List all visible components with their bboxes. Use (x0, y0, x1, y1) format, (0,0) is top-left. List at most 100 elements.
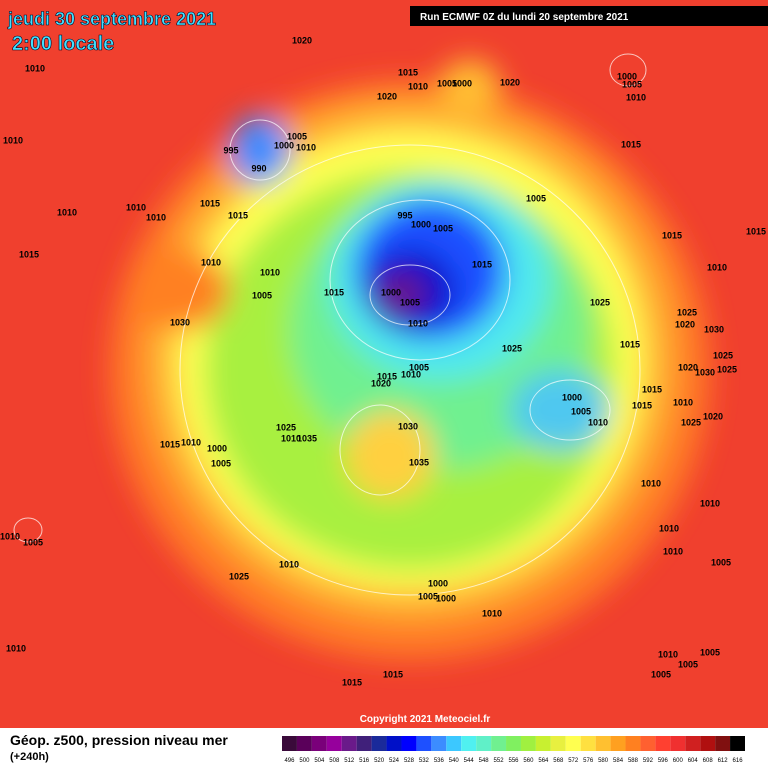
pressure-label: 1010 (260, 267, 280, 277)
scale-swatch (461, 736, 477, 751)
scale-label: 568 (553, 758, 564, 764)
scale-label: 500 (299, 758, 310, 764)
pressure-label: 1010 (482, 608, 502, 618)
pressure-label: 1010 (279, 559, 299, 569)
pressure-label: 1010 (25, 63, 45, 73)
pressure-label: 1010 (401, 369, 421, 379)
scale-swatch (506, 736, 521, 751)
pressure-label: 1005 (622, 79, 642, 89)
pressure-label: 1010 (658, 649, 678, 659)
pressure-label: 1025 (681, 417, 701, 427)
date-text: jeudi 30 septembre 2021 (7, 9, 216, 29)
pressure-label: 1010 (663, 546, 683, 556)
pressure-label: 1010 (0, 531, 20, 541)
pressure-label: 1000 (207, 443, 227, 453)
scale-swatch (565, 736, 581, 751)
pressure-label: 1020 (678, 362, 698, 372)
scale-label: 604 (688, 758, 699, 764)
scale-swatch (491, 736, 507, 751)
pressure-label: 1000 (428, 578, 448, 588)
pressure-label: 1015 (324, 287, 344, 297)
scale-label: 580 (598, 758, 609, 764)
pressure-label: 1010 (641, 478, 661, 488)
pressure-label: 1010 (673, 397, 693, 407)
scale-label: 528 (404, 758, 415, 764)
pressure-label: 1015 (377, 371, 397, 381)
pressure-label: 1015 (19, 249, 39, 259)
pressure-label: 1025 (229, 571, 249, 581)
pressure-label: 1005 (23, 537, 43, 547)
scale-swatch (326, 736, 342, 751)
scale-swatch (730, 736, 745, 751)
pressure-label: 990 (251, 163, 266, 173)
pressure-label: 1005 (287, 131, 307, 141)
scale-label: 616 (733, 758, 744, 764)
scale-label: 496 (284, 758, 295, 764)
color-scale: 496 500 504 508 512 516 520 524 528 532 536 540 544 5… (282, 736, 745, 764)
scale-swatch (715, 736, 731, 751)
scale-label: 504 (314, 758, 325, 764)
scale-swatch (416, 736, 432, 751)
pressure-label: 1005 (211, 458, 231, 468)
scale-label: 532 (419, 758, 430, 764)
scale-label: 556 (508, 758, 519, 764)
pressure-label: 1000 (436, 593, 456, 603)
pressure-label: 1005 (700, 647, 720, 657)
pressure-label: 1005 (678, 659, 698, 669)
pressure-label: 1000 (562, 392, 582, 402)
pressure-label: 1000 (617, 71, 637, 81)
scale-label: 544 (464, 758, 475, 764)
scale-label: 524 (389, 758, 400, 764)
pressure-label: 1025 (590, 297, 610, 307)
pressure-label: 1015 (472, 259, 492, 269)
scale-swatch (670, 736, 686, 751)
pressure-label: 1025 (713, 350, 733, 360)
pressure-label: 1000 (274, 140, 294, 150)
scale-label: 520 (374, 758, 385, 764)
pressure-label: 1035 (297, 433, 317, 443)
pressure-label: 1015 (662, 230, 682, 240)
pressure-label: 1010 (408, 81, 428, 91)
scale-swatch (655, 736, 671, 751)
pressure-label: 1010 (588, 417, 608, 427)
scale-swatch (595, 736, 611, 751)
pressure-label: 1020 (377, 91, 397, 101)
scale-label: 584 (613, 758, 624, 764)
pressure-label: 1025 (717, 364, 737, 374)
pressure-label: 1005 (433, 223, 453, 233)
scale-swatch (401, 736, 417, 751)
pressure-label: 1010 (57, 207, 77, 217)
pressure-label: 1005 (252, 290, 272, 300)
pressure-label: 1015 (342, 677, 362, 687)
scale-label: 596 (658, 758, 669, 764)
map-background (0, 0, 768, 728)
scale-label: 536 (434, 758, 445, 764)
pressure-label: 995 (223, 145, 238, 155)
pressure-label: 1015 (383, 669, 403, 679)
pressure-label: 1010 (3, 135, 23, 145)
pressure-label: 1020 (292, 35, 312, 45)
pressure-label: 1005 (418, 591, 438, 601)
pressure-label: 1015 (200, 198, 220, 208)
scale-label: 552 (494, 758, 505, 764)
pressure-label: 1010 (201, 257, 221, 267)
pressure-label: 1030 (170, 317, 190, 327)
scale-label: 540 (449, 758, 460, 764)
scale-swatch (640, 736, 656, 751)
footer-title: Géop. z500, pression niveau mer (10, 732, 228, 748)
pressure-label: 1010 (659, 523, 679, 533)
pressure-label: 995 (397, 210, 412, 220)
pressure-label: 1015 (746, 226, 766, 236)
run-text: Run ECMWF 0Z du lundi 20 septembre 2021 (420, 12, 629, 23)
scale-swatch (625, 736, 641, 751)
pressure-label: 1005 (526, 193, 546, 203)
pressure-label: 1015 (620, 339, 640, 349)
scale-swatch (550, 736, 566, 751)
pressure-label: 1025 (276, 422, 296, 432)
scale-label: 612 (718, 758, 729, 764)
scale-label: 572 (568, 758, 579, 764)
scale-label: 516 (359, 758, 370, 764)
pressure-label: 1005 (409, 362, 429, 372)
scale-swatch (296, 736, 312, 751)
